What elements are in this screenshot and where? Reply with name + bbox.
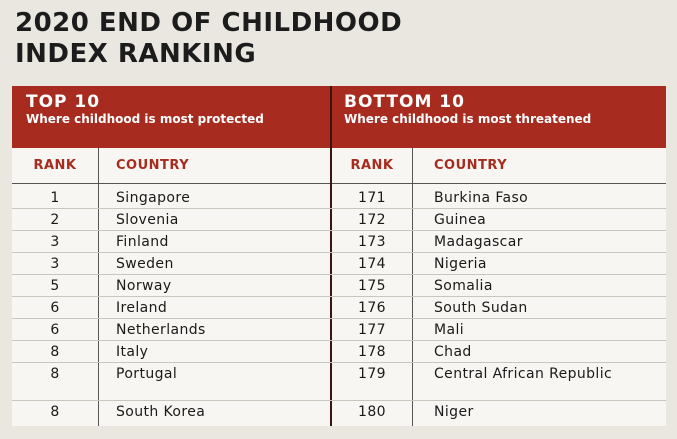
- table-row: 2 Slovenia 172 Guinea: [12, 211, 666, 233]
- top-rank-cell: 8: [50, 404, 60, 420]
- top-rank-column-divider: [98, 148, 99, 426]
- bottom-country-cell: Burkina Faso: [434, 190, 529, 206]
- bottom-rank-cell: 175: [358, 278, 386, 294]
- bottom-rank-cell: 176: [358, 300, 386, 316]
- row-divider: [12, 340, 666, 341]
- bottom-rank-cell: 177: [358, 322, 386, 338]
- top-country-cell: Finland: [116, 234, 169, 250]
- top-country-cell: Norway: [116, 278, 172, 294]
- table-row: 8 Italy 178 Chad: [12, 343, 666, 365]
- top-country-cell: Singapore: [116, 190, 191, 206]
- top-country-cell: Portugal: [116, 366, 178, 382]
- top-rank-cell: 3: [50, 234, 60, 250]
- page-title: 2020 END OF CHILDHOOD INDEX RANKING: [15, 8, 402, 70]
- bottom-10-subheading: Where childhood is most threatened: [344, 112, 592, 126]
- top-rank-cell: 2: [50, 212, 60, 228]
- bottom-rank-column-header: RANK: [350, 158, 394, 173]
- row-divider: [12, 362, 666, 363]
- bottom-country-cell: Nigeria: [434, 256, 487, 272]
- top-rank-cell: 5: [50, 278, 60, 294]
- column-header-rule: [12, 183, 666, 184]
- bottom-rank-column-divider: [412, 148, 413, 426]
- ranking-table: TOP 10 Where childhood is most protected…: [12, 86, 666, 426]
- bottom-country-cell: Mali: [434, 322, 465, 338]
- top-country-cell: Ireland: [116, 300, 168, 316]
- bottom-country-cell: Central African Republic: [434, 366, 613, 382]
- table-row: 8 Portugal 179 Central African Republic: [12, 365, 666, 403]
- bottom-rank-cell: 180: [358, 404, 386, 420]
- top-country-cell: Slovenia: [116, 212, 179, 228]
- top-country-cell: Sweden: [116, 256, 174, 272]
- top-rank-cell: 8: [50, 366, 60, 382]
- bottom-country-cell: South Sudan: [434, 300, 528, 316]
- center-divider: [330, 148, 332, 426]
- bottom-10-header: BOTTOM 10 Where childhood is most threat…: [330, 86, 666, 148]
- top-rank-cell: 6: [50, 322, 60, 338]
- top-country-cell: Netherlands: [116, 322, 206, 338]
- bottom-rank-cell: 173: [358, 234, 386, 250]
- top-10-header: TOP 10 Where childhood is most protected: [12, 86, 330, 148]
- page-title-line-2: INDEX RANKING: [15, 39, 257, 69]
- table-row: 6 Netherlands 177 Mali: [12, 321, 666, 343]
- bottom-country-cell: Niger: [434, 404, 474, 420]
- bottom-country-cell: Chad: [434, 344, 472, 360]
- bottom-rank-cell: 179: [358, 366, 386, 382]
- bottom-rank-cell: 178: [358, 344, 386, 360]
- top-rank-column-header: RANK: [33, 158, 77, 173]
- top-country-cell: Italy: [116, 344, 149, 360]
- bottom-10-heading: BOTTOM 10: [344, 92, 465, 112]
- top-rank-cell: 1: [50, 190, 60, 206]
- row-divider: [12, 318, 666, 319]
- row-divider: [12, 252, 666, 253]
- top-rank-cell: 6: [50, 300, 60, 316]
- bottom-country-cell: Madagascar: [434, 234, 523, 250]
- table-header-band: TOP 10 Where childhood is most protected…: [12, 86, 666, 148]
- table-row: 3 Sweden 174 Nigeria: [12, 255, 666, 277]
- row-divider: [12, 208, 666, 209]
- top-rank-cell: 8: [50, 344, 60, 360]
- table-row: 5 Norway 175 Somalia: [12, 277, 666, 299]
- row-divider: [12, 230, 666, 231]
- bottom-rank-cell: 171: [358, 190, 386, 206]
- top-country-column-header: COUNTRY: [116, 158, 190, 173]
- table-row: 1 Singapore 171 Burkina Faso: [12, 189, 666, 211]
- table-row: 3 Finland 173 Madagascar: [12, 233, 666, 255]
- top-country-cell: South Korea: [116, 404, 206, 420]
- bottom-rank-cell: 174: [358, 256, 386, 272]
- top-10-subheading: Where childhood is most protected: [26, 112, 264, 126]
- bottom-country-cell: Somalia: [434, 278, 493, 294]
- bottom-rank-cell: 172: [358, 212, 386, 228]
- row-divider: [12, 296, 666, 297]
- top-10-heading: TOP 10: [26, 92, 101, 112]
- bottom-country-column-header: COUNTRY: [434, 158, 508, 173]
- row-divider: [12, 400, 666, 401]
- table-row: 8 South Korea 180 Niger: [12, 403, 666, 425]
- row-divider: [12, 274, 666, 275]
- top-rank-cell: 3: [50, 256, 60, 272]
- page-title-line-1: 2020 END OF CHILDHOOD: [15, 8, 403, 38]
- header-divider: [330, 86, 332, 148]
- table-row: 6 Ireland 176 South Sudan: [12, 299, 666, 321]
- bottom-country-cell: Guinea: [434, 212, 487, 228]
